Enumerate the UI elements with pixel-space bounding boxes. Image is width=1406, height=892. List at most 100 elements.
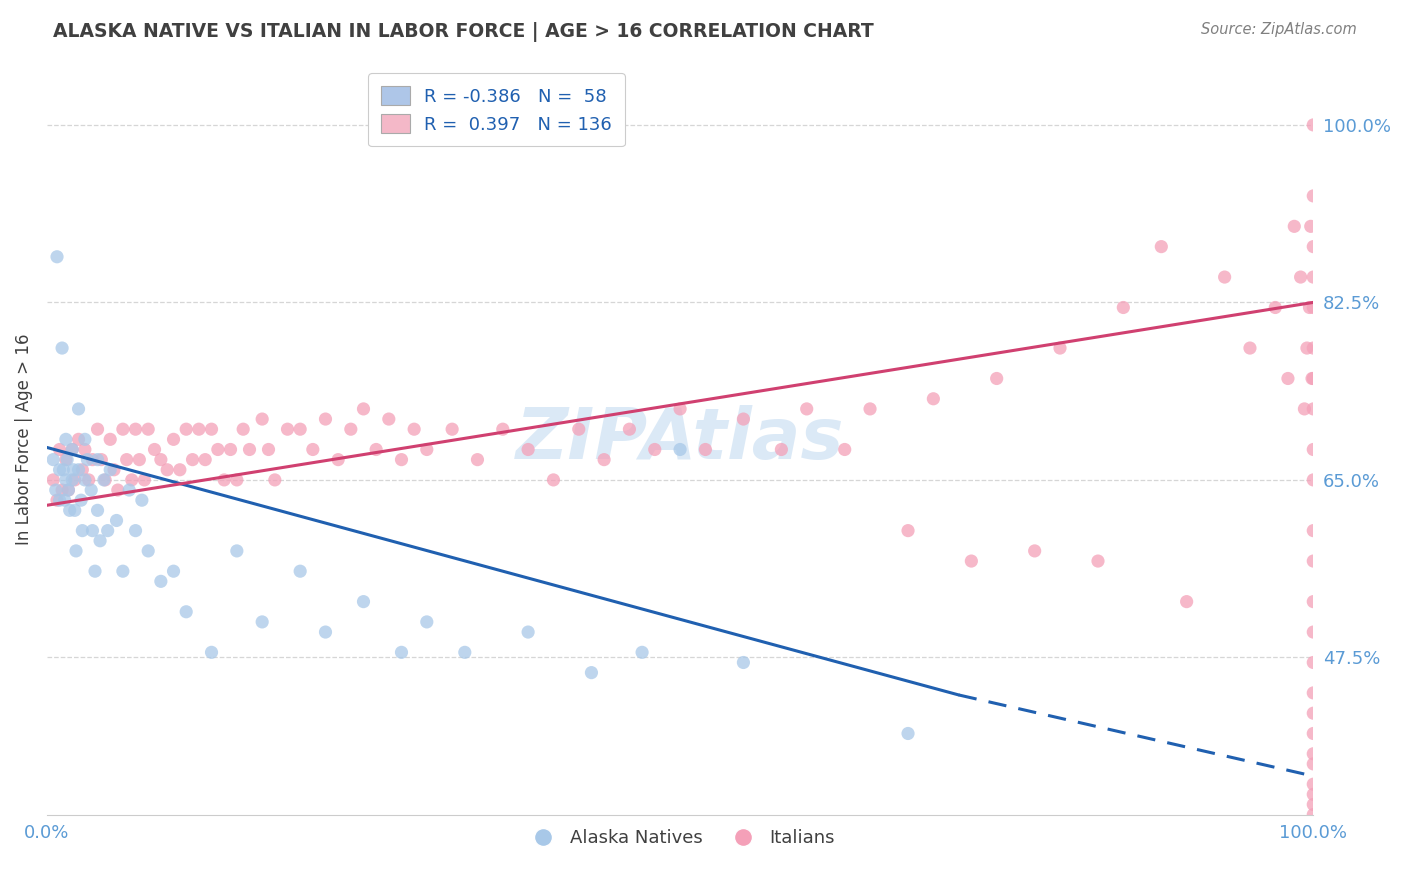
Point — [82, 452, 104, 467]
Point — [1302, 239, 1324, 253]
Point — [631, 645, 654, 659]
Point — [73, 442, 96, 457]
Point — [619, 422, 641, 436]
Point — [174, 605, 197, 619]
Legend: Alaska Natives, Italians: Alaska Natives, Italians — [517, 822, 842, 855]
Point — [86, 503, 108, 517]
Point — [340, 422, 363, 436]
Text: ALASKA NATIVE VS ITALIAN IN LABOR FORCE | AGE > 16 CORRELATION CHART: ALASKA NATIVE VS ITALIAN IN LABOR FORCE … — [53, 22, 875, 42]
Point — [82, 524, 104, 538]
Point — [86, 422, 108, 436]
Y-axis label: In Labor Force | Age > 16: In Labor Force | Age > 16 — [15, 334, 32, 545]
Point — [517, 625, 540, 640]
Point — [416, 615, 439, 629]
Point — [1302, 818, 1324, 832]
Point — [63, 503, 86, 517]
Point — [1024, 544, 1046, 558]
Point — [84, 564, 107, 578]
Point — [669, 442, 692, 457]
Point — [77, 473, 100, 487]
Point — [770, 442, 793, 457]
Point — [143, 442, 166, 457]
Point — [48, 493, 70, 508]
Point — [1302, 797, 1324, 812]
Point — [60, 473, 83, 487]
Point — [859, 401, 882, 416]
Point — [1301, 371, 1323, 385]
Point — [225, 473, 247, 487]
Point — [174, 422, 197, 436]
Point — [219, 442, 242, 457]
Point — [187, 422, 209, 436]
Point — [1294, 401, 1316, 416]
Point — [207, 442, 229, 457]
Point — [200, 422, 222, 436]
Point — [644, 442, 666, 457]
Point — [1302, 686, 1324, 700]
Point — [200, 645, 222, 659]
Point — [467, 452, 489, 467]
Point — [1302, 594, 1324, 608]
Point — [1175, 594, 1198, 608]
Point — [1150, 239, 1173, 253]
Point — [63, 473, 86, 487]
Point — [1302, 756, 1324, 771]
Point — [162, 433, 184, 447]
Point — [225, 544, 247, 558]
Point — [250, 615, 273, 629]
Point — [404, 422, 426, 436]
Point — [1302, 828, 1324, 842]
Point — [149, 452, 172, 467]
Point — [42, 473, 65, 487]
Point — [93, 473, 115, 487]
Point — [1302, 118, 1324, 132]
Point — [1302, 888, 1324, 892]
Point — [1302, 777, 1324, 791]
Point — [94, 473, 117, 487]
Point — [1277, 371, 1299, 385]
Point — [441, 422, 464, 436]
Point — [960, 554, 983, 568]
Point — [169, 463, 191, 477]
Point — [1302, 371, 1324, 385]
Point — [733, 656, 755, 670]
Point — [70, 493, 93, 508]
Point — [194, 452, 217, 467]
Point — [492, 422, 515, 436]
Point — [1302, 879, 1324, 892]
Point — [378, 412, 401, 426]
Point — [834, 442, 856, 457]
Point — [97, 524, 120, 538]
Point — [315, 625, 337, 640]
Point — [366, 442, 388, 457]
Point — [1112, 301, 1135, 315]
Point — [76, 452, 98, 467]
Point — [67, 433, 90, 447]
Point — [1284, 219, 1306, 234]
Point — [897, 726, 920, 740]
Point — [72, 524, 94, 538]
Point — [695, 442, 717, 457]
Point — [124, 524, 146, 538]
Point — [1302, 807, 1324, 822]
Point — [1302, 788, 1324, 802]
Point — [1298, 301, 1320, 315]
Text: ZIPAtlas: ZIPAtlas — [516, 405, 845, 474]
Text: Source: ZipAtlas.com: Source: ZipAtlas.com — [1201, 22, 1357, 37]
Point — [67, 401, 90, 416]
Point — [391, 645, 413, 659]
Point — [416, 442, 439, 457]
Point — [1302, 473, 1324, 487]
Point — [1302, 726, 1324, 740]
Point — [897, 524, 920, 538]
Point — [543, 473, 565, 487]
Point — [1299, 219, 1322, 234]
Point — [67, 463, 90, 477]
Point — [1302, 189, 1324, 203]
Point — [1302, 625, 1324, 640]
Point — [131, 493, 153, 508]
Point — [986, 371, 1008, 385]
Point — [51, 483, 73, 497]
Point — [1049, 341, 1071, 355]
Point — [391, 452, 413, 467]
